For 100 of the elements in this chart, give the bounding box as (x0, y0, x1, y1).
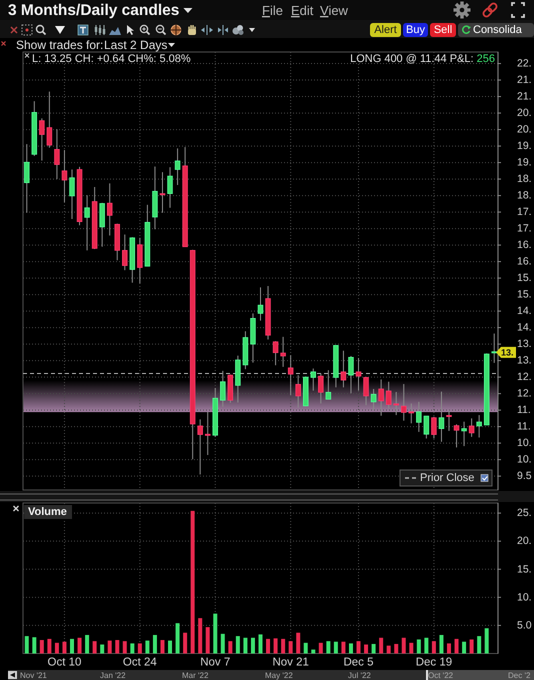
y-tick-label: 12. (517, 371, 532, 384)
y-tick-label: 19. (517, 140, 532, 152)
bar (446, 643, 451, 654)
candlestick (310, 368, 316, 392)
bar (318, 642, 323, 654)
bar (70, 638, 74, 654)
candlestick (370, 388, 376, 411)
bar (183, 632, 188, 654)
bar (176, 623, 180, 654)
bar (168, 640, 172, 654)
text: Consolida (473, 24, 523, 36)
y-tick-label: 18. (517, 173, 532, 186)
bar (416, 639, 421, 654)
bar (32, 637, 36, 654)
bar (47, 638, 52, 654)
bar (198, 618, 202, 654)
candlestick (363, 376, 369, 406)
bar (311, 650, 316, 654)
y-tick-label: 5.0 (517, 619, 532, 632)
bar (40, 640, 44, 654)
text: View (320, 3, 349, 18)
y-tick-label: 14. (517, 305, 532, 318)
candlestick (431, 416, 437, 440)
bar (108, 640, 112, 654)
bar (348, 643, 353, 654)
bar (243, 638, 248, 654)
candlestick (340, 350, 346, 388)
bar (454, 638, 459, 654)
x-tick-label: Dec 19 (416, 656, 452, 668)
x-tick-label: Nov 7 (200, 656, 230, 668)
text: Last 2 Days (104, 38, 168, 52)
bar (379, 638, 384, 654)
bar (213, 614, 218, 654)
bar (334, 642, 338, 654)
y-tick-label: 16. (517, 239, 532, 252)
text: File (262, 3, 283, 18)
bar (138, 643, 142, 654)
y-tick-label: 15. (517, 272, 532, 284)
candlestick (446, 410, 452, 432)
bar (281, 638, 286, 654)
y-tick-label: 25. (517, 507, 532, 520)
candlestick (220, 370, 226, 408)
bar (364, 644, 368, 654)
candlestick (197, 418, 203, 475)
y-tick-label: 13. (517, 338, 532, 350)
candlestick (461, 421, 467, 447)
text: Alert (374, 24, 397, 36)
bar (115, 640, 120, 654)
bar (250, 638, 255, 654)
text: Jan '22 (100, 671, 126, 680)
y-tick-label: 9.5 (517, 470, 532, 482)
bar (206, 627, 210, 654)
text: Buy (406, 24, 426, 36)
y-tick-label: 10. (517, 454, 532, 466)
y-tick-label: 17. (517, 206, 532, 218)
bar (54, 642, 59, 654)
bar (341, 642, 346, 654)
candlestick (122, 234, 128, 271)
y-tick-label: 10. (517, 437, 532, 450)
text: Dec '2 (508, 671, 531, 680)
text: Edit (291, 3, 314, 18)
candlestick (386, 381, 392, 409)
bar (100, 644, 104, 654)
chart-title: 3 Months/Daily candles (8, 2, 180, 19)
candlestick (137, 237, 143, 284)
candlestick (438, 391, 444, 442)
bar (228, 641, 232, 654)
candlestick (295, 374, 301, 408)
y-tick-label: 17. (517, 222, 532, 235)
bar (356, 641, 361, 654)
candlestick (326, 370, 332, 400)
bar (470, 639, 474, 654)
text: Oct '22 (428, 671, 454, 680)
y-tick-label: 11. (517, 404, 531, 416)
bar (24, 636, 29, 654)
bar (78, 638, 82, 654)
candlestick (393, 391, 399, 416)
bar (409, 642, 414, 654)
legend-label: Prior Close (420, 472, 474, 484)
candlestick (288, 354, 294, 396)
bar (92, 641, 97, 654)
bar (432, 641, 436, 654)
text: Nov '21 (20, 671, 48, 680)
candlestick (378, 378, 384, 416)
bar (402, 638, 406, 654)
candlestick (46, 91, 52, 148)
bar (439, 634, 444, 654)
candlestick (54, 128, 60, 180)
candlestick (69, 169, 75, 220)
text: Sell (434, 24, 452, 36)
bar (220, 634, 225, 654)
bar (122, 641, 127, 654)
candlestick (204, 411, 210, 456)
bar (85, 634, 90, 654)
candlestick (476, 414, 482, 438)
candlestick (401, 384, 407, 422)
bar (130, 643, 134, 654)
y-tick-label: 21. (517, 74, 532, 86)
y-tick-label: 11. (517, 420, 531, 433)
chart-title: Volume (28, 506, 67, 518)
